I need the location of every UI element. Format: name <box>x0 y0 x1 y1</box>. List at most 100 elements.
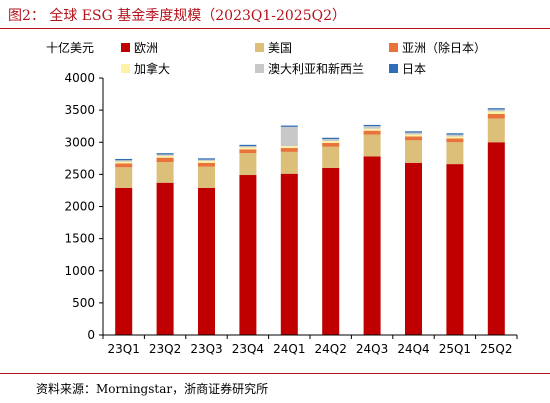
legend-label: 美国 <box>268 41 292 55</box>
y-tick-label: 1500 <box>64 232 95 246</box>
bar-segment <box>487 109 505 112</box>
bar-segment <box>156 157 174 163</box>
bar-segment <box>115 158 133 161</box>
source-divider <box>0 373 550 374</box>
x-tick-label: 23Q1 <box>108 342 140 356</box>
x-tick-label: 24Q1 <box>273 342 305 356</box>
bar-segment <box>156 162 174 183</box>
bar-segment <box>363 134 381 157</box>
bar-segment <box>280 125 298 127</box>
bar-segment <box>363 156 381 335</box>
x-tick-label: 24Q3 <box>356 342 388 356</box>
bar-segment <box>198 162 215 167</box>
legend: 欧洲 美国 亚洲（除日本） 加拿大 澳大利亚和新西兰 日本 <box>121 40 486 76</box>
bar-segment <box>280 148 298 152</box>
bar-segment <box>156 182 174 335</box>
x-tick-label: 24Q2 <box>315 342 347 356</box>
title-divider <box>0 28 550 29</box>
bar-segment <box>322 140 340 143</box>
x-tick-label: 25Q1 <box>439 342 471 356</box>
y-tick-label: 2500 <box>64 167 95 181</box>
bar-segment <box>198 166 215 188</box>
bar-segment <box>156 155 174 158</box>
legend-swatch <box>255 64 264 73</box>
bar-segment <box>446 133 464 135</box>
bar-segment <box>239 153 257 176</box>
bar-segment <box>198 160 215 163</box>
x-tick-label: 23Q2 <box>149 342 181 356</box>
bar-segment <box>115 167 133 188</box>
bar-segment <box>446 164 464 335</box>
bar-segment <box>446 138 464 143</box>
bar-segment <box>239 175 257 335</box>
bar-segment <box>198 187 215 335</box>
legend-swatch <box>389 43 398 52</box>
bar-segment <box>198 159 215 161</box>
stacked-bar-chart: 十亿美元 欧洲 美国 亚洲（除日本） 加拿大 澳大利亚和新西兰 日本 0 500 1000 15… <box>46 40 518 356</box>
bar-segment <box>239 149 257 154</box>
y-tick-label: 3500 <box>64 103 95 117</box>
y-tick-label: 4000 <box>64 71 95 85</box>
bar-segment <box>363 124 381 127</box>
x-tick-label: 23Q3 <box>190 342 222 356</box>
bar-segment <box>446 134 464 137</box>
legend-swatch <box>255 43 264 52</box>
bar-segment <box>363 126 381 129</box>
legend-label: 日本 <box>402 62 426 76</box>
bar-segment <box>322 137 340 140</box>
bar-segment <box>280 126 298 147</box>
bar-segment <box>405 162 422 335</box>
bar-segment <box>405 134 422 137</box>
bar-segment <box>446 142 464 165</box>
bar-segment <box>115 163 133 168</box>
bar-segment <box>280 151 298 174</box>
bar-segment <box>239 144 257 147</box>
bar-segment <box>322 167 340 335</box>
legend-label: 亚洲（除日本） <box>402 40 486 55</box>
bar-segment <box>239 147 257 150</box>
y-axis: 0 500 1000 1500 2000 2500 3000 3500 4000 <box>64 71 104 342</box>
bar-segment <box>115 187 133 335</box>
bar-segment <box>239 146 257 148</box>
bar-segment <box>156 154 174 156</box>
bar-segment <box>322 139 340 141</box>
bar-segment <box>363 130 381 135</box>
bar-segment <box>405 131 422 133</box>
figure-title: 图2： 全球 ESG 基金季度规模（2023Q1-2025Q2） <box>8 8 347 24</box>
bar-segment <box>322 146 340 168</box>
bar-segment <box>487 113 505 119</box>
x-tick-label: 24Q4 <box>397 342 429 356</box>
bar-segment <box>280 146 298 149</box>
bar-segment <box>280 173 298 335</box>
y-tick-label: 0 <box>87 328 95 342</box>
legend-swatch <box>121 43 130 52</box>
x-tick-label: 23Q4 <box>232 342 264 356</box>
y-tick-label: 2000 <box>64 200 95 214</box>
bar-segment <box>156 153 174 155</box>
bar-segment <box>487 142 505 335</box>
bar-segment <box>198 158 215 160</box>
legend-swatch <box>389 64 398 73</box>
y-axis-unit-label: 十亿美元 <box>46 40 94 55</box>
legend-label: 澳大利亚和新西兰 <box>268 61 364 76</box>
bar-segment <box>322 142 340 147</box>
legend-label: 加拿大 <box>134 61 170 76</box>
bar-segment <box>446 136 464 139</box>
y-tick-label: 500 <box>72 296 95 310</box>
x-axis: 23Q1 23Q2 23Q3 23Q4 24Q1 24Q2 24Q3 24Q4 25Q1 25Q2 <box>102 334 518 356</box>
y-tick-label: 3000 <box>64 135 95 149</box>
source-note: 资料来源：Morningstar，浙商证券研究所 <box>36 382 269 396</box>
bar-segment <box>487 108 505 110</box>
bar-segment <box>487 118 505 143</box>
bar-segment <box>405 136 422 141</box>
bar-segment <box>405 132 422 135</box>
legend-swatch <box>121 64 130 73</box>
bar-segment <box>405 140 422 163</box>
bar-segment <box>115 160 133 162</box>
bar-segment <box>115 161 133 164</box>
bar-segment <box>363 128 381 131</box>
legend-label: 欧洲 <box>134 41 158 55</box>
x-tick-label: 25Q2 <box>480 342 512 356</box>
bar-segment <box>487 111 505 114</box>
y-tick-label: 1000 <box>64 264 95 278</box>
